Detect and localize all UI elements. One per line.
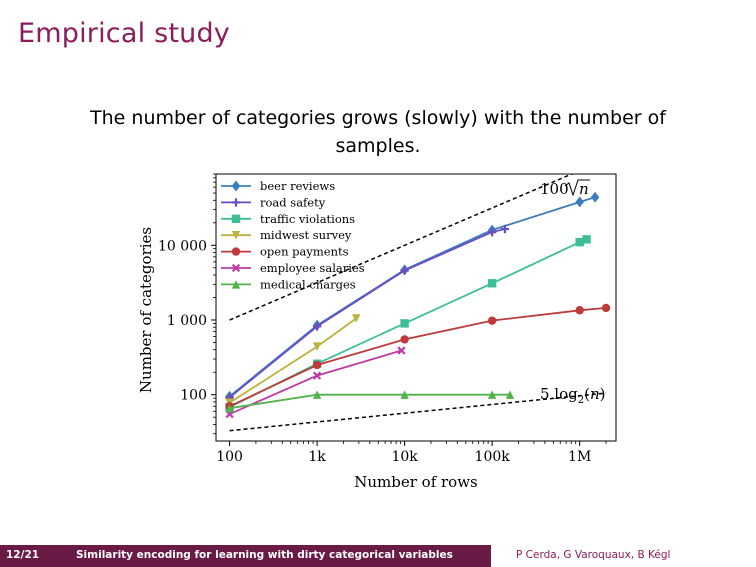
series-0-point-4	[575, 196, 584, 208]
series-group	[225, 191, 611, 419]
series-4-point-2	[400, 335, 409, 344]
slide-subtitle: The number of categories grows (slowly) …	[90, 107, 666, 157]
y-tick-label-2: 10 000	[158, 238, 207, 254]
legend-entry-1: road safety	[221, 195, 326, 209]
series-2-point-2	[400, 319, 409, 328]
series-2-point-3	[487, 279, 497, 288]
series-6-point-0	[225, 403, 234, 413]
legend-entry-2: traffic violations	[221, 212, 355, 226]
legend-marker-2	[231, 214, 241, 223]
series-4-point-3	[487, 316, 497, 325]
series-5	[225, 346, 406, 419]
legend-marker-6	[231, 280, 241, 289]
series-2-point-5	[582, 235, 591, 244]
annotation-log: 5 log2(n)	[540, 385, 606, 406]
x-axis-label: Number of rows	[354, 473, 478, 491]
series-1-point-4	[500, 224, 510, 234]
series-6-point-3	[487, 390, 497, 399]
svg-text:n: n	[579, 180, 589, 198]
reference-line-0	[229, 174, 574, 321]
footer-title: Similarity encoding for learning with di…	[76, 549, 453, 561]
series-1-point-1	[312, 322, 322, 331]
y-tick-label-0: 100	[180, 388, 207, 404]
footer-left: 12/21 Similarity encoding for learning w…	[0, 545, 491, 567]
legend-marker-5	[231, 263, 241, 273]
legend-entry-4: open payments	[221, 245, 349, 259]
series-1	[225, 224, 510, 402]
series-line-3	[229, 317, 357, 404]
plot-frame	[215, 173, 617, 442]
footer-right: P Cerda, G Varoquaux, B Kégl	[491, 545, 756, 567]
reference-lines	[229, 174, 607, 432]
series-1-point-3	[487, 227, 497, 237]
legend-marker-3	[231, 231, 241, 240]
legend: beer reviews road safety traffic violation…	[221, 179, 365, 291]
series-4-point-5	[601, 303, 611, 313]
legend-label-4: open payments	[260, 245, 349, 259]
series-1-point-2	[400, 266, 409, 275]
x-tick-label-4: 1M	[568, 449, 591, 465]
series-6-point-1	[312, 390, 322, 399]
legend-label-1: road safety	[260, 195, 326, 209]
y-tick-label-1: 1 000	[167, 313, 207, 329]
series-4-point-1	[312, 360, 322, 370]
series-2-point-4	[575, 237, 584, 247]
svg-text:5 log2(n): 5 log2(n)	[540, 385, 606, 406]
legend-label-6: medical charges	[260, 277, 356, 291]
series-6-point-2	[400, 390, 409, 399]
series-3-point-1	[312, 342, 322, 351]
series-4-point-4	[575, 306, 584, 315]
legend-entry-0: beer reviews	[221, 179, 335, 193]
legend-marker-1	[231, 198, 241, 207]
legend-label-0: beer reviews	[260, 179, 335, 193]
legend-marker-4	[231, 247, 241, 256]
svg-text:100: 100	[540, 180, 569, 198]
series-5-point-1	[312, 371, 322, 380]
series-6	[225, 390, 515, 413]
series-4	[225, 303, 611, 411]
series-3-point-2	[352, 314, 361, 323]
reference-line-1	[229, 392, 607, 432]
legend-label-3: midwest survey	[260, 228, 352, 242]
x-tick-label-2: 10k	[391, 449, 418, 465]
legend-entry-3: midwest survey	[221, 228, 352, 242]
legend-label-2: traffic violations	[260, 212, 355, 226]
page-number: 12/21	[6, 549, 40, 561]
x-tick-label-0: 100	[216, 449, 243, 465]
legend-entry-5: employee salaries	[221, 261, 365, 275]
slide-title: Empirical study	[18, 18, 230, 49]
annotation-sqrt: 100 n	[540, 179, 590, 198]
series-0-point-5	[590, 191, 600, 203]
series-3	[225, 314, 361, 407]
footer-authors: P Cerda, G Varoquaux, B Kégl	[516, 549, 671, 561]
series-line-4	[229, 307, 607, 408]
axis-ticks: 100 1k 10k 100k 1M 100 1 000 10 000	[158, 173, 607, 465]
y-axis-label: Number of categories	[137, 227, 155, 393]
series-6-point-4	[505, 390, 515, 399]
x-tick-label-1: 1k	[308, 449, 326, 465]
series-5-point-2	[397, 346, 406, 355]
x-tick-label-3: 100k	[475, 449, 511, 465]
footer: 12/21 Similarity encoding for learning w…	[0, 545, 756, 567]
legend-marker-0	[231, 180, 241, 192]
legend-label-5: employee salaries	[260, 261, 365, 275]
legend-entry-6: medical charges	[221, 277, 356, 291]
